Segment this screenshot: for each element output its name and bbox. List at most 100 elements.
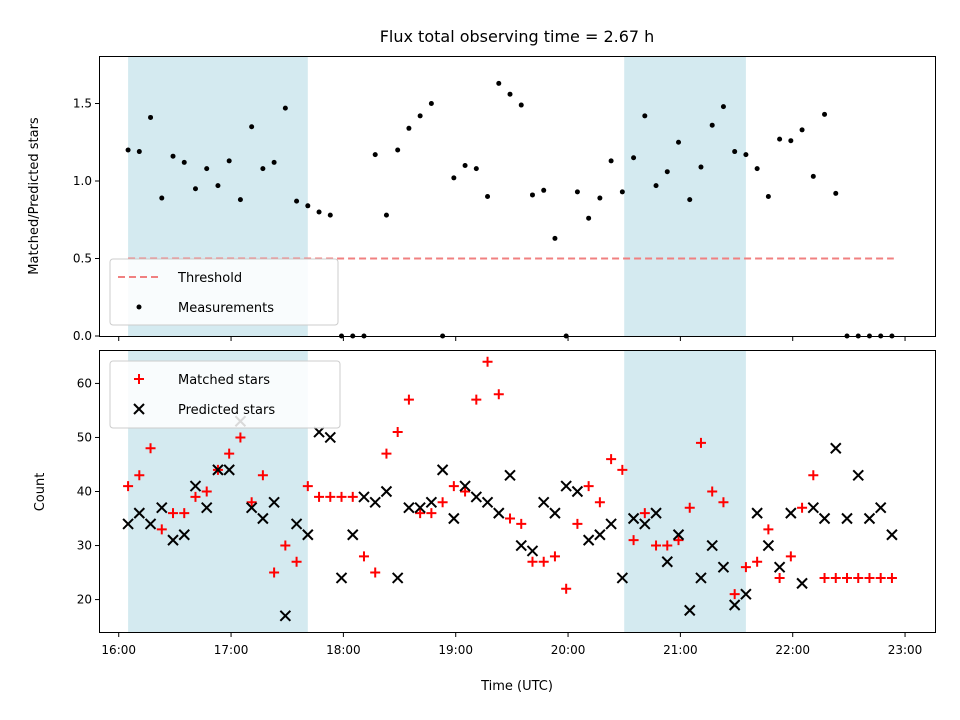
predicted-stars-point [605, 518, 617, 530]
chart-title: Flux total observing time = 2.67 h [380, 27, 655, 46]
measurement-point [631, 155, 637, 161]
measurement-point [788, 138, 794, 144]
y-tick-label: 40 [77, 485, 92, 499]
predicted-stars-point [886, 529, 898, 541]
matched-stars-point [403, 394, 414, 405]
predicted-stars-point [459, 480, 471, 492]
predicted-stars-point [807, 502, 820, 514]
matched-stars-point [864, 572, 875, 583]
predicted-stars-point [863, 512, 876, 525]
ratio-panel: 0.0 0.5 1.0 1.5 Matched/Predicted stars Thr… [27, 56, 936, 343]
matched-stars-point [594, 497, 605, 508]
matched-stars-point [246, 497, 257, 508]
predicted-stars-point [425, 496, 438, 509]
y-tick-label: 20 [77, 593, 92, 607]
predicted-stars-point [156, 502, 168, 514]
count-legend: Matched stars Predicted stars [109, 360, 341, 429]
measurement-point [271, 159, 277, 165]
matched-stars-point [853, 572, 864, 583]
measurement-point [833, 190, 839, 196]
predicted-stars-point [335, 572, 348, 584]
measurement-point [777, 136, 783, 142]
matched-stars-point [639, 508, 650, 519]
predicted-stars-point [717, 561, 730, 573]
measurement-point [541, 187, 547, 193]
measurement-point [148, 114, 154, 120]
matched-stars-point [257, 470, 268, 481]
y-tick-label: 60 [77, 376, 92, 390]
measurement-point [765, 194, 771, 199]
measurement-point [159, 195, 165, 201]
matched-stars-point [493, 389, 504, 400]
measurement-point [597, 195, 603, 201]
matched-stars-point [684, 502, 695, 513]
measurement-point [294, 198, 300, 204]
predicted-stars-point [245, 502, 258, 514]
measurement-point [305, 203, 311, 209]
matched-stars-point [785, 551, 796, 562]
predicted-stars-point [369, 496, 381, 509]
matched-stars-point [819, 572, 830, 583]
x-tick-label: 17:00 [214, 643, 249, 657]
legend-measurements-label: Measurements [178, 301, 274, 316]
measurement-point [395, 147, 401, 153]
predicted-stars-point [290, 518, 303, 530]
measurement-point [282, 105, 288, 111]
predicted-stars-point [380, 485, 393, 498]
count-y-axis-label: Count [33, 473, 48, 512]
matched-stars-point [370, 567, 381, 578]
measurement-point [653, 183, 659, 189]
predicted-stars-point [594, 529, 606, 541]
matched-stars-point [886, 572, 897, 583]
predicted-stars-point [639, 518, 651, 530]
y-tick-label: 30 [77, 539, 92, 553]
measurement-point [799, 127, 805, 133]
y-tick-label: 1.5 [73, 97, 92, 111]
x-tick-label: 21:00 [663, 643, 698, 657]
measurement-point [170, 153, 176, 159]
predicted-stars-point [178, 529, 190, 541]
predicted-stars-point [358, 491, 370, 503]
predicted-stars-point [347, 529, 359, 541]
predicted-stars-point [841, 512, 853, 525]
predicted-stars-point [313, 426, 325, 438]
measurement-point [574, 189, 580, 195]
x-tick-label: 20:00 [551, 643, 586, 657]
matched-stars-point [695, 437, 706, 448]
measurement-point [485, 194, 491, 199]
matched-stars-point [763, 524, 774, 535]
measurement-point [136, 149, 142, 155]
matched-stars-point [516, 518, 527, 529]
ratio-panel-frame [99, 56, 936, 337]
matched-stars-point [280, 540, 291, 551]
predicted-stars-point [560, 480, 572, 492]
predicted-stars-point [874, 502, 887, 514]
predicted-stars-point [144, 518, 157, 530]
matched-stars-point [830, 572, 841, 583]
measurement-point [204, 166, 210, 172]
matched-stars-point [752, 556, 763, 567]
measurement-point [732, 149, 738, 155]
measurement-point [552, 235, 558, 241]
predicted-stars-point [403, 502, 415, 514]
matched-stars-point [302, 481, 313, 492]
measurement-point [529, 192, 535, 198]
predicted-stars-point [672, 529, 685, 541]
matched-stars-point [224, 448, 235, 459]
predicted-stars-point [268, 496, 280, 509]
x-axis-label: Time (UTC) [480, 679, 553, 694]
measurement-point [608, 158, 614, 164]
matched-stars-point [797, 502, 808, 513]
matched-stars-point [235, 432, 246, 443]
matched-stars-point [201, 486, 212, 497]
measurement-point [327, 212, 333, 218]
matched-stars-point [381, 448, 392, 459]
matched-stars-point [740, 562, 751, 573]
measurement-point [372, 152, 378, 158]
predicted-stars-point [504, 469, 516, 481]
matched-stars-point [729, 589, 740, 600]
matched-stars-point [707, 486, 718, 497]
predicted-stars-point [549, 507, 561, 519]
matched-stars-point [145, 443, 156, 454]
matched-stars-point [460, 486, 471, 497]
